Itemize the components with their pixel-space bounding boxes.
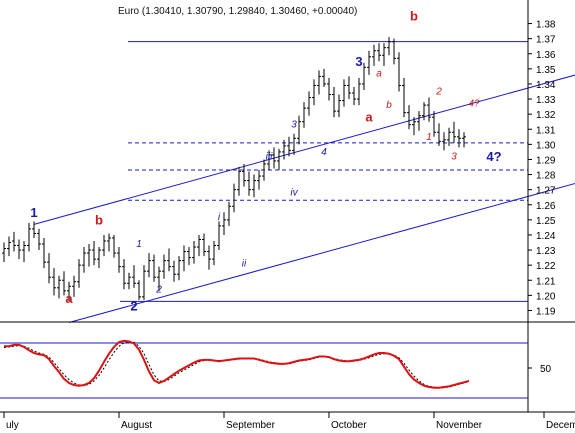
price-tick-label: 1.34 xyxy=(536,80,556,91)
wave-label: 1 xyxy=(30,205,37,220)
wave-label: i xyxy=(218,212,221,223)
price-tick-label: 1.29 xyxy=(536,155,556,166)
wave-label: iii xyxy=(266,151,273,162)
price-tick-label: 1.35 xyxy=(536,65,556,76)
wave-label: a xyxy=(65,291,73,306)
wave-label: 3 xyxy=(291,120,297,131)
wave-label: 4? xyxy=(468,99,480,110)
price-tick-label: 1.20 xyxy=(536,291,556,302)
channel-upper-line xyxy=(33,74,575,225)
oscillator-line xyxy=(4,339,470,389)
wave-label: b xyxy=(386,100,392,111)
date-tick-label: uly xyxy=(6,420,19,431)
price-tick-label: 1.23 xyxy=(536,246,556,257)
price-tick-label: 1.32 xyxy=(536,110,556,121)
wave-label: b xyxy=(95,212,103,227)
price-tick-label: 1.31 xyxy=(536,125,556,136)
wave-label: a xyxy=(365,110,373,125)
date-tick-label: November xyxy=(436,420,483,431)
wave-label: 2 xyxy=(155,284,162,295)
wave-label: 4? xyxy=(486,149,501,164)
wave-label: 2 xyxy=(130,298,137,313)
wave-label: 4 xyxy=(321,147,327,158)
price-tick-label: 1.19 xyxy=(536,306,556,317)
wave-label: 2 xyxy=(435,87,442,98)
channel-lines xyxy=(33,41,575,324)
date-tick-label: September xyxy=(226,420,276,431)
date-axis: uly August September October November Decembe… xyxy=(0,411,575,431)
oscillator-panel: 50 xyxy=(0,339,552,399)
wave-label: a xyxy=(376,68,382,79)
price-tick-label: 1.37 xyxy=(536,35,556,46)
price-tick-label: 1.21 xyxy=(536,276,556,287)
date-tick-label: October xyxy=(331,420,367,431)
price-tick-label: 1.28 xyxy=(536,171,556,182)
wave-label: 3 xyxy=(355,54,362,69)
wave-label: 3 xyxy=(451,151,457,162)
price-tick-label: 1.30 xyxy=(536,140,556,151)
price-tick-label: 1.38 xyxy=(536,20,556,31)
price-tick-label: 1.33 xyxy=(536,95,556,106)
price-bars xyxy=(2,37,466,302)
price-tick-label: 1.27 xyxy=(536,186,556,197)
date-tick-label: December xyxy=(546,420,575,431)
oscillator-tick-label: 50 xyxy=(540,364,552,375)
wave-label: iv xyxy=(290,188,298,199)
wave-label: b xyxy=(410,9,418,24)
channel-lower-line xyxy=(68,182,575,324)
wave-label: 1 xyxy=(426,132,432,143)
price-tick-label: 1.22 xyxy=(536,261,556,272)
price-tick-label: 1.24 xyxy=(536,231,556,242)
wave-label: 1 xyxy=(136,239,142,250)
price-tick-label: 1.26 xyxy=(536,201,556,212)
chart-title: Euro (1.30410, 1.30790, 1.29840, 1.30460… xyxy=(118,6,357,17)
price-axis: 1.19 1.20 1.21 1.22 1.23 1.24 1.25 1.26 1.27 1.28… xyxy=(0,0,575,412)
price-tick-label: 1.36 xyxy=(536,50,556,61)
wave-label: ii xyxy=(242,259,247,270)
price-tick-label: 1.25 xyxy=(536,216,556,227)
date-tick-label: August xyxy=(121,420,152,431)
